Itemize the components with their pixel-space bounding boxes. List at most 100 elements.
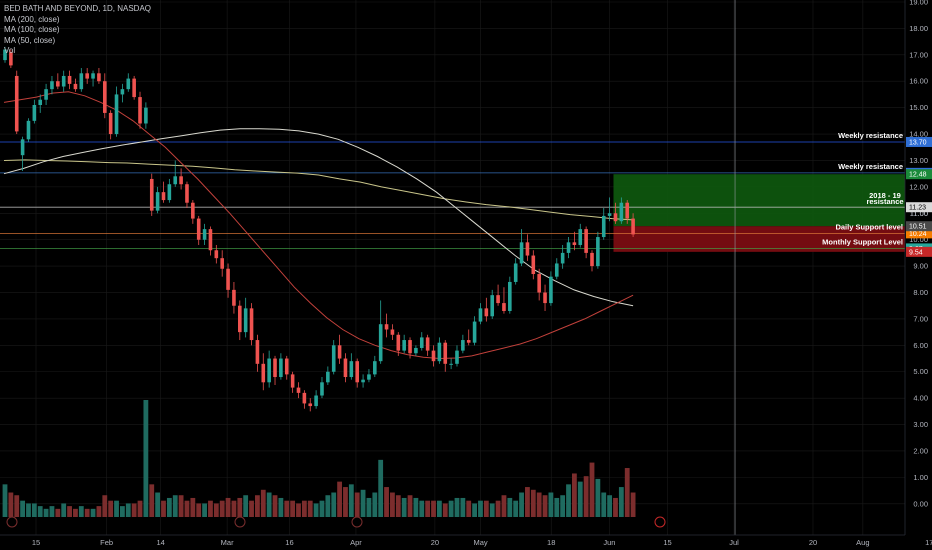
volume-bar	[67, 506, 72, 517]
candle-body	[132, 78, 136, 98]
candle-body	[537, 274, 541, 293]
volume-bar	[442, 503, 448, 517]
volume-bar	[225, 497, 231, 517]
candle-body	[232, 289, 236, 306]
volume-bar	[407, 495, 413, 517]
candle-body	[14, 75, 19, 132]
volume-bar	[161, 500, 166, 517]
volume-bar	[542, 495, 548, 517]
volume-bar	[566, 484, 571, 517]
candle-body	[414, 347, 418, 354]
candle-body	[625, 202, 630, 219]
volume-bar	[73, 508, 78, 517]
volume-bar	[96, 506, 102, 517]
earnings-icon[interactable]	[351, 516, 363, 528]
volume-bar	[448, 500, 454, 517]
volume-bar	[131, 503, 137, 517]
candle-body	[408, 340, 412, 354]
volume-bar	[184, 500, 190, 517]
price-tick-label: 10.00	[909, 235, 928, 244]
volume-bar	[525, 487, 530, 517]
volume-bar	[536, 492, 542, 517]
candle-body	[290, 374, 295, 388]
price-tick-label: 11.00	[910, 209, 928, 218]
candle-body	[355, 361, 359, 383]
volume-bar	[413, 497, 419, 517]
volume-bar	[560, 495, 566, 517]
candle-body	[85, 73, 89, 79]
ma100-line	[3, 128, 634, 307]
candle-body	[255, 340, 260, 364]
candle-body	[554, 263, 559, 277]
symbol-title[interactable]: BED BATH AND BEYOND, 1D, NASDAQ	[4, 4, 151, 13]
candle-body	[314, 395, 318, 407]
volume-bar	[301, 500, 307, 517]
volume-bar	[231, 500, 237, 517]
volume-bar	[120, 506, 125, 517]
volume-bar	[172, 495, 178, 517]
earnings-icon[interactable]	[234, 516, 246, 528]
price-axis[interactable]: 19.00 18.00 17.00 16.00 15.00 14.00 13.00 12.00…	[904, 0, 932, 550]
volume-bar	[90, 508, 96, 517]
candle-body	[26, 120, 31, 140]
earnings-icon[interactable]	[6, 516, 18, 528]
candle-body	[149, 178, 154, 211]
volume-bar	[577, 481, 583, 517]
candle-body	[478, 308, 483, 322]
volume-bar	[20, 500, 26, 517]
volume-bar	[601, 492, 607, 517]
candle-body	[267, 358, 271, 383]
volume-bar	[460, 497, 466, 517]
time-axis[interactable]: 15Feb14Mar16Apr20May18Jun15Jul20Aug17Sep…	[0, 534, 932, 550]
volume-bar	[466, 500, 472, 517]
price-tag-label: 10.51	[909, 224, 927, 231]
candle-body	[97, 73, 101, 82]
volume-bar	[554, 497, 560, 517]
price-axis-bg	[905, 0, 932, 550]
price-tick-label: 5.00	[913, 367, 928, 376]
price-tick-label: 0.00	[913, 499, 928, 508]
price-tag	[906, 169, 932, 180]
candle-body	[349, 361, 354, 378]
time-tick-label: Jun	[603, 538, 615, 547]
volume-bar	[495, 500, 501, 517]
volume-bar	[196, 503, 202, 517]
volume-bar	[49, 506, 55, 517]
volume-bar	[55, 508, 61, 517]
candle-body	[296, 387, 301, 393]
level-label: Daily Support level	[835, 222, 903, 231]
legend-ma200[interactable]: MA (200, close)	[4, 14, 60, 24]
volume-bar	[37, 506, 43, 517]
legend-ma100[interactable]: MA (100, close)	[4, 25, 60, 34]
candle-body	[208, 229, 213, 251]
volume-bar	[630, 492, 636, 517]
volume-bar	[249, 500, 254, 517]
moving-averages	[3, 91, 634, 360]
candle-body	[425, 337, 430, 351]
legend-vol[interactable]: Vol	[4, 46, 16, 55]
volume-bar	[114, 500, 119, 517]
price-tag-label: 12.48	[909, 172, 927, 179]
price-tag-label: 13.70	[909, 139, 927, 146]
candle-body	[613, 213, 618, 222]
volume-bar	[548, 492, 554, 517]
volume-bar	[483, 500, 489, 517]
event-markers[interactable]	[6, 516, 666, 528]
volume-bar	[613, 497, 618, 517]
time-tick-label: 17	[925, 538, 932, 547]
candle-body	[273, 358, 277, 378]
volume-bar	[436, 500, 442, 517]
candle-body	[449, 363, 453, 365]
earnings-icon[interactable]	[654, 516, 666, 528]
volume-bar	[507, 497, 513, 517]
price-tick-label: 18.00	[909, 24, 928, 33]
candle-body	[308, 403, 313, 407]
candle-body	[249, 308, 254, 341]
volume-bar	[454, 497, 460, 517]
candle-body	[607, 213, 612, 216]
legend-ma50[interactable]: MA (50, close)	[4, 35, 56, 45]
price-tick-label: 14.00	[909, 130, 928, 139]
volume-bar	[313, 503, 319, 517]
candle-body	[508, 281, 512, 311]
